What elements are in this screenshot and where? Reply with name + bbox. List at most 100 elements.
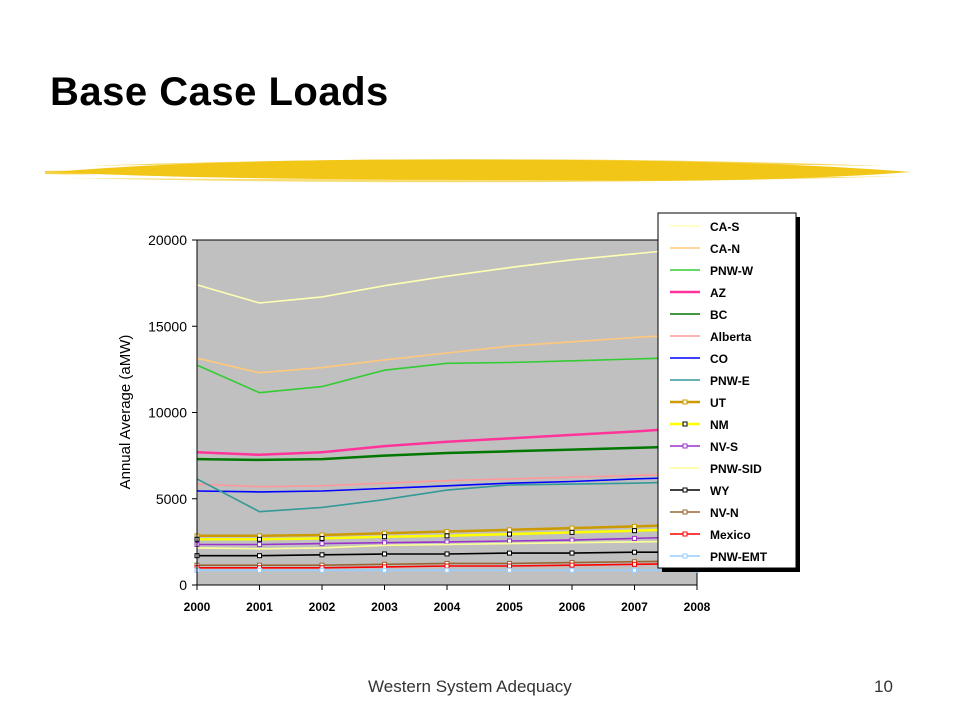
- series-line-pnw-sid: [196, 540, 698, 550]
- legend-item-nv-n: NV-N: [670, 506, 739, 520]
- y-tick-label: 20000: [148, 232, 187, 248]
- legend-label: CA-N: [710, 242, 740, 256]
- point-pnw-emt: [632, 567, 637, 573]
- legend-marker: [682, 443, 688, 449]
- series-line-pnw-w: [196, 356, 698, 394]
- legend-item-pnw-sid: PNW-SID: [670, 462, 762, 476]
- legend-label: PNW-W: [710, 264, 754, 278]
- series-line-ca-n: [196, 333, 698, 374]
- point-nv-s: [569, 537, 575, 543]
- x-axis-ticks: 2000 2001 2002 2003 2004 2005 2006 2007 2008: [184, 585, 711, 614]
- legend-label: WY: [710, 484, 729, 498]
- page-number: 10: [874, 677, 893, 696]
- legend-label: BC: [710, 308, 728, 322]
- legend-label: NV-S: [710, 440, 738, 454]
- legend-item-pnw-w: PNW-W: [670, 264, 754, 278]
- point-pnw-emt: [319, 567, 325, 573]
- series-line-bc: [196, 444, 698, 462]
- legend-label: PNW-E: [710, 374, 750, 388]
- legend-item-nm: NM: [670, 418, 729, 432]
- series-az: [196, 425, 698, 457]
- series-line-pnw-e: [196, 478, 698, 513]
- legend-label: CO: [710, 352, 728, 366]
- point-ut: [569, 525, 575, 531]
- legend-item-ut: UT: [670, 396, 727, 410]
- series-line-alberta: [196, 472, 698, 488]
- x-tick-label: 2000: [184, 600, 211, 614]
- slide-title: Base Case Loads: [50, 70, 389, 114]
- point-ut: [632, 523, 637, 529]
- point-wy: [569, 550, 575, 556]
- point-nv-s: [444, 539, 450, 545]
- series-pnw-w: [196, 356, 698, 394]
- point-mexico: [507, 563, 512, 569]
- legend-box: [657, 212, 797, 569]
- legend-item-alberta: Alberta: [670, 330, 752, 344]
- legend-label: NV-N: [710, 506, 739, 520]
- point-nv-s: [382, 540, 387, 546]
- point-wy: [382, 551, 387, 557]
- point-nm: [569, 529, 575, 535]
- series-co: [196, 476, 698, 493]
- y-axis-ticks: 0 5000 10000 15000 20000: [148, 232, 197, 593]
- series-ca-s: [196, 247, 698, 304]
- point-pnw-emt: [444, 567, 450, 573]
- legend-label: PNW-SID: [710, 462, 762, 476]
- series-bc: [196, 444, 698, 462]
- point-wy: [319, 552, 325, 558]
- x-tick-label: 2005: [496, 600, 523, 614]
- y-tick-label: 10000: [148, 405, 187, 421]
- legend-item-pnw-e: PNW-E: [670, 374, 750, 388]
- legend-item-bc: BC: [670, 308, 728, 322]
- legend-label: UT: [710, 396, 727, 410]
- point-pnw-emt: [507, 567, 512, 573]
- point-pnw-emt: [257, 567, 262, 573]
- legend-label: PNW-EMT: [710, 550, 768, 564]
- series-nv-s: [194, 534, 700, 547]
- legend-marker: [682, 399, 688, 405]
- legend-marker: [682, 553, 688, 559]
- legend-label: NM: [710, 418, 729, 432]
- x-tick-label: 2007: [621, 600, 648, 614]
- point-nm: [319, 535, 325, 541]
- series-alberta: [196, 472, 698, 488]
- point-ut: [444, 529, 450, 535]
- x-tick-label: 2001: [246, 600, 273, 614]
- legend-item-nv-s: NV-S: [670, 440, 738, 454]
- x-tick-label: 2004: [434, 600, 461, 614]
- legend: CA-S CA-N PNW-W AZ BC Alberta CO PNW-E UT NM NV-S P…: [657, 212, 800, 572]
- y-tick-label: 15000: [148, 318, 187, 334]
- x-tick-label: 2008: [684, 600, 711, 614]
- point-ut: [507, 527, 512, 533]
- legend-marker: [682, 421, 688, 427]
- series-line-az: [196, 425, 698, 457]
- series-nv-n: [194, 558, 700, 568]
- title-underline-brush-stroke: [45, 159, 911, 183]
- x-tick-label: 2002: [309, 600, 336, 614]
- point-nv-s: [257, 541, 262, 547]
- series-pnw-sid: [196, 540, 698, 550]
- series-pnw-emt: [194, 567, 700, 573]
- point-wy: [507, 550, 512, 556]
- point-mexico: [632, 561, 637, 567]
- legend-item-co: CO: [670, 352, 728, 366]
- point-mexico: [444, 563, 450, 569]
- point-wy: [257, 553, 262, 559]
- series-line-co: [196, 476, 698, 493]
- series-line-ca-s: [196, 247, 698, 304]
- legend-item-az: AZ: [670, 286, 726, 300]
- legend-label: Alberta: [710, 330, 752, 344]
- y-axis-label: Annual Average (aMW): [117, 335, 134, 490]
- point-pnw-emt: [569, 567, 575, 573]
- point-nm: [632, 528, 637, 534]
- point-nm: [257, 536, 262, 542]
- point-nv-s: [507, 538, 512, 544]
- legend-marker: [682, 531, 688, 537]
- legend-label: Mexico: [710, 528, 751, 542]
- legend-label: CA-S: [710, 220, 739, 234]
- x-tick-label: 2003: [371, 600, 398, 614]
- point-nm: [382, 534, 387, 540]
- legend-item-pnw-emt: PNW-EMT: [670, 550, 768, 564]
- legend-marker: [682, 487, 688, 493]
